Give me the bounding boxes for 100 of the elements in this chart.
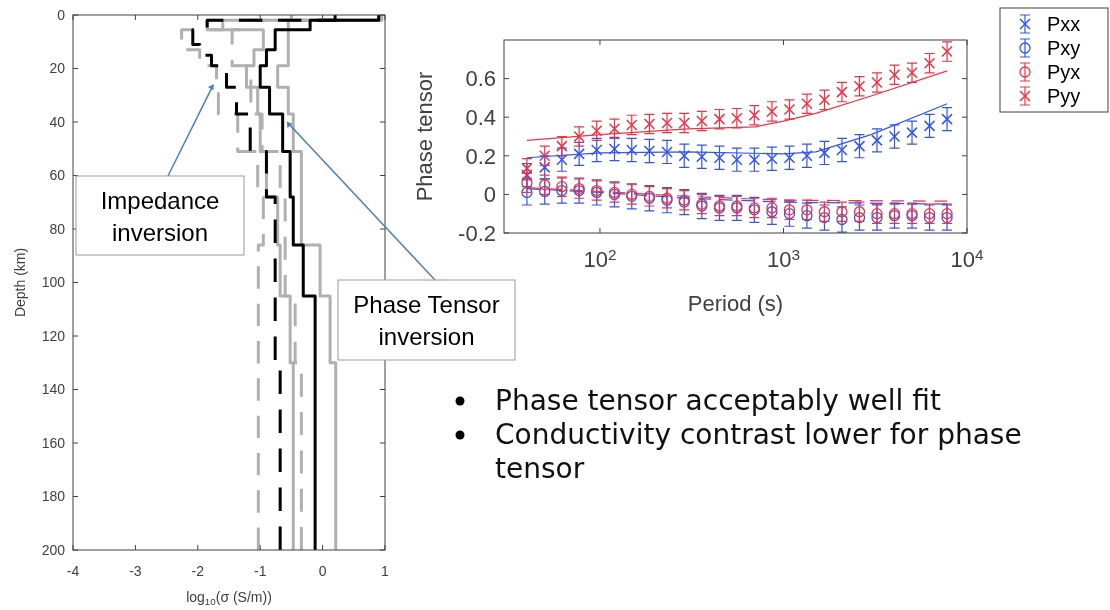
point bbox=[556, 153, 568, 166]
point bbox=[871, 211, 883, 224]
point bbox=[766, 105, 778, 118]
x-tick-label: 0 bbox=[318, 563, 327, 579]
point bbox=[661, 146, 673, 158]
point bbox=[906, 126, 918, 139]
legend-label: Pxx bbox=[1047, 13, 1081, 35]
point bbox=[923, 57, 936, 69]
point bbox=[871, 76, 883, 89]
x-tick-label: -1 bbox=[253, 563, 267, 579]
point bbox=[713, 113, 726, 125]
point bbox=[923, 120, 936, 132]
y-tick-label: 40 bbox=[49, 113, 66, 130]
point bbox=[941, 211, 953, 224]
x-tick-label: -4 bbox=[66, 563, 80, 579]
y-tick-label: 0 bbox=[483, 182, 496, 208]
point bbox=[625, 119, 638, 131]
point bbox=[590, 144, 603, 156]
y-tick-label: 80 bbox=[49, 220, 66, 237]
legend-label: Pxy bbox=[1047, 37, 1081, 59]
point bbox=[818, 211, 831, 224]
point bbox=[888, 68, 901, 81]
point bbox=[643, 118, 656, 130]
point bbox=[766, 152, 778, 165]
y-tick-label: 0.2 bbox=[465, 143, 496, 169]
annotation: Impedance inversion bbox=[100, 186, 220, 246]
point bbox=[521, 177, 533, 189]
point bbox=[941, 113, 953, 125]
point bbox=[818, 94, 831, 106]
x-axis-title: log$_{10}$(σ (S/m)) bbox=[186, 589, 272, 607]
y-axis-title: Phase tensor bbox=[412, 71, 437, 202]
point bbox=[538, 161, 551, 174]
point bbox=[731, 153, 743, 166]
point bbox=[836, 206, 848, 218]
point bbox=[521, 162, 533, 175]
y-tick-label: 100 bbox=[41, 274, 66, 291]
point bbox=[556, 140, 568, 152]
x-tick-label: 10$^{2}$ bbox=[583, 246, 617, 272]
point bbox=[871, 208, 883, 220]
point bbox=[871, 134, 883, 147]
point bbox=[801, 204, 813, 216]
text: Conductivity contrast lower for phase tensor bbox=[495, 418, 1022, 485]
point bbox=[590, 124, 603, 137]
point bbox=[853, 206, 866, 218]
point bbox=[766, 202, 778, 214]
point bbox=[538, 150, 551, 162]
x-tick-label: 10$^{3}$ bbox=[766, 246, 800, 272]
x-axis-title: Period (s) bbox=[687, 291, 784, 316]
point bbox=[783, 204, 796, 216]
legend-label: Pyx bbox=[1047, 61, 1081, 83]
point bbox=[783, 151, 796, 164]
text: Phase tensor acceptably well fit bbox=[495, 384, 941, 417]
point bbox=[836, 144, 848, 156]
point bbox=[941, 45, 953, 58]
point bbox=[731, 112, 743, 124]
point bbox=[801, 150, 813, 162]
point bbox=[539, 185, 551, 198]
point bbox=[853, 140, 866, 152]
y-tick-label: 120 bbox=[41, 327, 66, 344]
point bbox=[696, 115, 708, 127]
point bbox=[906, 67, 918, 79]
point bbox=[801, 97, 813, 110]
point bbox=[556, 181, 568, 193]
legend-label: Pyy bbox=[1047, 85, 1081, 107]
point bbox=[573, 130, 585, 143]
point bbox=[783, 208, 796, 220]
point bbox=[748, 153, 761, 166]
x-tick-label: 1 bbox=[381, 563, 390, 579]
y-tick-label: 160 bbox=[41, 434, 66, 451]
point bbox=[608, 123, 621, 135]
y-tick-label: -0.2 bbox=[458, 220, 496, 246]
point bbox=[818, 206, 831, 218]
y-tick-label: 0 bbox=[57, 6, 66, 23]
annotation: Phase Tensor inversion bbox=[353, 291, 500, 350]
point bbox=[853, 80, 866, 93]
y-tick-label: 60 bbox=[49, 167, 66, 184]
point bbox=[521, 186, 533, 199]
point bbox=[539, 179, 551, 191]
point bbox=[783, 103, 796, 116]
y-tick-label: 0.4 bbox=[465, 104, 496, 130]
x-tick-label: -2 bbox=[191, 563, 205, 579]
y-tick-label: 20 bbox=[49, 60, 66, 77]
point bbox=[766, 206, 778, 218]
x-tick-label: 10$^{4}$ bbox=[950, 246, 984, 272]
point bbox=[643, 145, 656, 157]
point bbox=[678, 117, 691, 129]
y-tick-label: 180 bbox=[41, 488, 66, 505]
x-tick-label: -3 bbox=[129, 563, 142, 579]
point bbox=[748, 109, 761, 122]
point bbox=[608, 143, 621, 155]
point bbox=[888, 130, 901, 143]
point bbox=[923, 211, 936, 224]
point bbox=[941, 208, 953, 220]
point bbox=[923, 208, 936, 220]
y-tick-label: 200 bbox=[41, 541, 66, 558]
point bbox=[696, 151, 708, 163]
point bbox=[678, 150, 691, 162]
point bbox=[661, 117, 673, 129]
point bbox=[801, 209, 813, 222]
y-tick-label: 0.6 bbox=[465, 66, 496, 92]
